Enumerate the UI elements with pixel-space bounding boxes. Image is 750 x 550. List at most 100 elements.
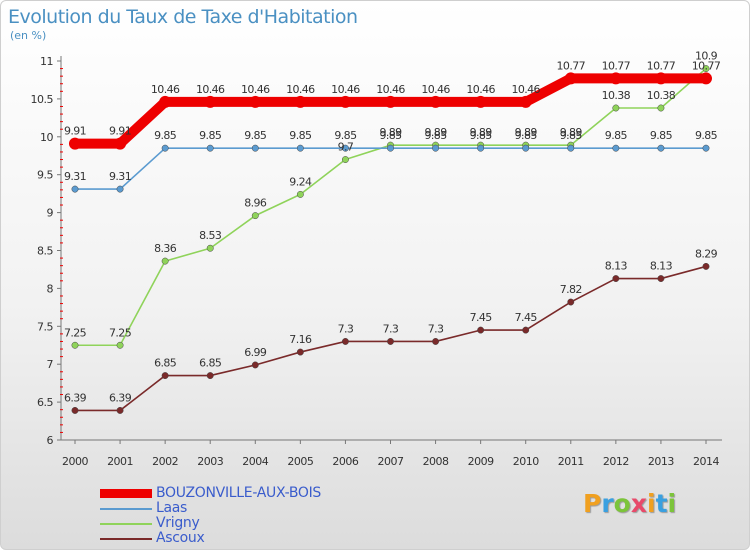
data-label: 10.46 <box>241 83 270 96</box>
data-point <box>432 144 440 152</box>
data-point <box>564 72 577 85</box>
data-label: 8.13 <box>650 260 673 273</box>
data-label: 10.38 <box>602 89 631 102</box>
logo-letter: x <box>630 489 647 518</box>
data-point <box>296 190 304 198</box>
y-tick-label: 7 <box>47 358 54 371</box>
data-point <box>702 262 710 270</box>
data-label: 7.3 <box>383 322 399 335</box>
data-label: 10.46 <box>151 83 180 96</box>
data-label: 9.31 <box>109 170 131 183</box>
logo-letter: r <box>601 489 614 518</box>
data-point <box>700 72 712 85</box>
data-label: 7.82 <box>560 283 582 296</box>
data-point <box>477 326 485 334</box>
data-label: 9.31 <box>64 170 86 183</box>
data-point <box>161 144 169 152</box>
data-label: 6.99 <box>244 346 267 359</box>
data-point <box>612 144 620 152</box>
x-tick-label: 2007 <box>378 455 404 468</box>
data-label: 9.85 <box>244 129 267 142</box>
data-point <box>71 341 79 349</box>
data-label: 9.89 <box>425 126 448 139</box>
data-label: 9.7 <box>338 141 354 154</box>
data-label: 9.85 <box>379 129 402 142</box>
data-label: 9.24 <box>289 175 312 188</box>
y-tick-label: 8.5 <box>37 245 53 258</box>
data-point <box>69 137 81 150</box>
data-point <box>206 144 214 152</box>
data-label: 9.89 <box>560 126 583 139</box>
data-point <box>296 348 304 356</box>
data-label: 10.46 <box>511 83 540 96</box>
data-label: 9.85 <box>515 129 538 142</box>
data-label: 7.3 <box>338 322 354 335</box>
data-point <box>387 338 394 345</box>
data-label: 9.89 <box>379 126 402 139</box>
data-point <box>432 338 440 345</box>
legend-label: BOUZONVILLE-AUX-BOIS <box>156 485 322 501</box>
data-point <box>474 95 487 108</box>
data-point <box>657 144 665 152</box>
x-tick-label: 2010 <box>513 455 539 468</box>
data-point <box>114 137 127 150</box>
data-label: 9.89 <box>470 126 493 139</box>
data-point <box>251 361 259 369</box>
data-label: 10.46 <box>286 83 315 96</box>
data-label: 6.85 <box>199 357 222 370</box>
data-point <box>159 95 172 108</box>
data-label: 9.91 <box>109 125 131 138</box>
series-line-laas <box>74 147 707 190</box>
y-tick-label: 6 <box>47 434 54 447</box>
data-point <box>206 244 214 252</box>
y-tick-label: 9.5 <box>37 169 53 182</box>
data-label: 7.45 <box>515 311 538 324</box>
data-point <box>341 144 349 152</box>
data-label: 10.38 <box>647 89 676 102</box>
data-label: 8.13 <box>605 260 628 273</box>
x-tick-label: 2014 <box>693 455 719 468</box>
data-point <box>116 406 124 414</box>
data-point <box>294 95 307 108</box>
y-tick-label: 11 <box>40 55 53 68</box>
data-label: 9.85 <box>605 129 628 142</box>
x-tick-label: 2011 <box>558 455 584 468</box>
legend-swatch <box>100 489 152 498</box>
data-label: 9.85 <box>650 129 673 142</box>
data-label: 9.85 <box>289 129 312 142</box>
data-point <box>341 156 349 163</box>
data-label: 8.36 <box>154 242 177 255</box>
data-point <box>522 144 530 152</box>
data-point <box>702 65 710 73</box>
x-tick-label: 2003 <box>197 455 223 468</box>
data-label: 9.85 <box>199 129 222 142</box>
series-line-vrigny <box>74 67 707 347</box>
logo-letter: i <box>667 489 677 518</box>
logo-letter: i <box>647 489 656 518</box>
data-point <box>609 72 622 85</box>
data-label: 6.39 <box>64 391 87 404</box>
data-point <box>249 95 262 108</box>
legend-swatch <box>100 523 152 525</box>
x-tick-label: 2005 <box>287 455 313 468</box>
data-label: 9.85 <box>470 129 493 142</box>
data-label: 7.45 <box>470 311 493 324</box>
x-tick-label: 2009 <box>468 455 494 468</box>
data-point <box>612 275 620 282</box>
data-label: 9.85 <box>334 129 357 142</box>
data-point <box>654 72 667 85</box>
y-tick-label: 8 <box>47 282 54 295</box>
data-point <box>161 372 169 380</box>
data-point <box>206 372 214 380</box>
data-label: 10.46 <box>376 83 405 96</box>
y-tick-label: 9 <box>47 207 54 220</box>
proxiti-logo: Proxiti <box>583 489 676 518</box>
data-point <box>71 185 79 193</box>
data-label: 6.39 <box>109 391 132 404</box>
logo-letter: P <box>583 489 602 518</box>
y-tick-label: 10 <box>40 131 53 144</box>
data-label: 8.96 <box>244 197 267 210</box>
data-point <box>161 257 169 265</box>
data-label: 10.46 <box>466 83 495 96</box>
x-tick-label: 2013 <box>648 455 674 468</box>
